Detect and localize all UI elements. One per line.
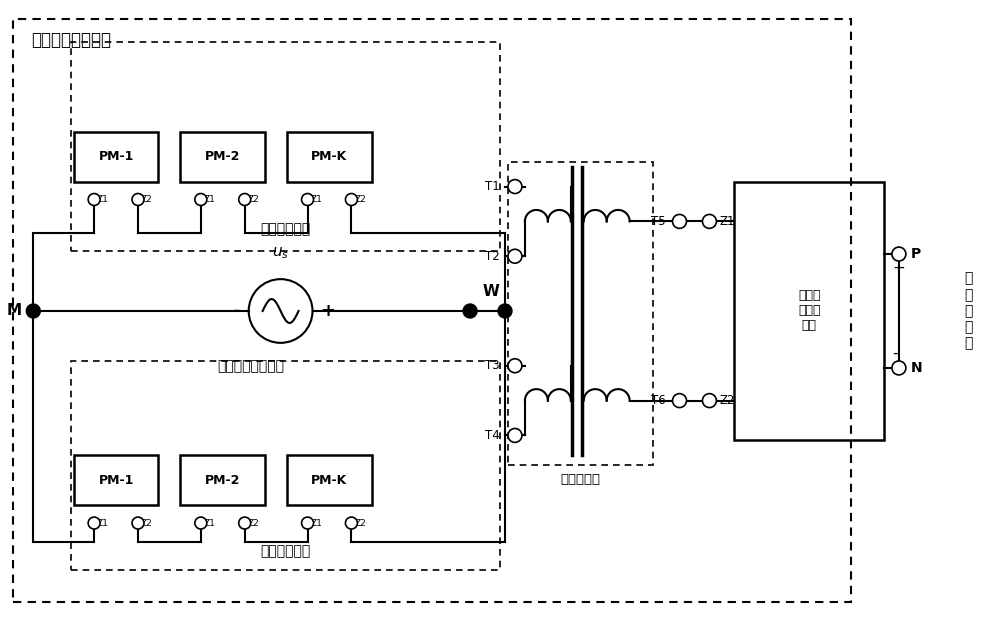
Text: -: -	[892, 345, 897, 361]
Text: 第一换流电路: 第一换流电路	[260, 222, 311, 237]
Text: PM-2: PM-2	[205, 150, 240, 163]
Circle shape	[195, 517, 207, 529]
Circle shape	[702, 214, 716, 229]
Text: T3: T3	[485, 360, 500, 372]
Text: Z1: Z1	[719, 215, 735, 228]
Circle shape	[508, 428, 522, 442]
Text: Z1: Z1	[97, 196, 109, 204]
Text: Z2: Z2	[354, 519, 366, 528]
Text: T2: T2	[485, 250, 500, 263]
Text: PM-K: PM-K	[311, 474, 348, 487]
Text: 第二换流电路: 第二换流电路	[260, 544, 311, 558]
Text: Z1: Z1	[204, 519, 216, 528]
Circle shape	[239, 517, 251, 529]
Circle shape	[345, 194, 357, 206]
Text: Z2: Z2	[141, 196, 153, 204]
Text: Z2: Z2	[248, 519, 259, 528]
Text: Z1: Z1	[204, 196, 216, 204]
Circle shape	[345, 517, 357, 529]
Circle shape	[195, 194, 207, 206]
Text: Z2: Z2	[354, 196, 366, 204]
Circle shape	[302, 194, 314, 206]
Circle shape	[673, 214, 686, 229]
Text: -: -	[233, 302, 241, 320]
Text: $u_s$: $u_s$	[272, 245, 289, 261]
Text: 单相高压交流电源: 单相高压交流电源	[217, 359, 284, 373]
Circle shape	[892, 361, 906, 375]
Circle shape	[88, 194, 100, 206]
Circle shape	[132, 194, 144, 206]
Circle shape	[302, 517, 314, 529]
Text: +: +	[320, 302, 336, 320]
Text: Z1: Z1	[97, 519, 109, 528]
Circle shape	[508, 249, 522, 263]
Text: N: N	[911, 361, 922, 375]
Text: T4: T4	[485, 429, 500, 442]
Text: PM-1: PM-1	[98, 474, 134, 487]
Text: PM-2: PM-2	[205, 474, 240, 487]
Circle shape	[239, 194, 251, 206]
Text: Z2: Z2	[719, 394, 735, 407]
Text: T6: T6	[651, 394, 666, 407]
Circle shape	[88, 517, 100, 529]
Text: 第二电
能变换
电路: 第二电 能变换 电路	[798, 289, 820, 332]
Text: Z2: Z2	[248, 196, 259, 204]
Text: T1: T1	[485, 180, 500, 193]
Text: Z1: Z1	[311, 519, 322, 528]
Text: 高频变压器: 高频变压器	[560, 473, 600, 486]
Text: Z1: Z1	[311, 196, 322, 204]
Text: 第一电能变换电路: 第一电能变换电路	[31, 31, 111, 49]
Text: P: P	[911, 247, 921, 261]
Text: T5: T5	[651, 215, 666, 228]
Circle shape	[673, 394, 686, 407]
Circle shape	[26, 304, 40, 318]
Text: PM-1: PM-1	[98, 150, 134, 163]
Text: PM-K: PM-K	[311, 150, 348, 163]
Circle shape	[132, 517, 144, 529]
Text: Z2: Z2	[141, 519, 153, 528]
Circle shape	[702, 394, 716, 407]
Circle shape	[892, 247, 906, 261]
Circle shape	[498, 304, 512, 318]
Text: W: W	[482, 284, 499, 299]
Text: 直
流
侧
端
口: 直 流 侧 端 口	[965, 271, 973, 350]
Circle shape	[463, 304, 477, 318]
Circle shape	[508, 359, 522, 373]
Text: M: M	[6, 304, 21, 319]
Text: +: +	[892, 261, 905, 276]
Circle shape	[508, 179, 522, 194]
